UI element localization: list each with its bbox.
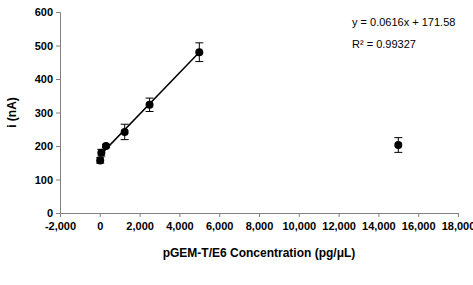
y-tick-label: 400 bbox=[35, 73, 53, 85]
x-axis-title: pGEM-T/E6 Concentration (pg/μL) bbox=[163, 246, 356, 260]
chart: -2,00002,0004,0006,0008,00010,00012,0001… bbox=[0, 0, 473, 285]
y-tick: 100 bbox=[35, 174, 60, 186]
x-tick: 2,000 bbox=[126, 213, 154, 232]
x-tick-label: 18,000 bbox=[442, 220, 473, 232]
error-bar-cap bbox=[121, 139, 129, 140]
y-tick: 500 bbox=[35, 40, 60, 52]
x-tick-label: 0 bbox=[97, 220, 103, 232]
x-tick: 14,000 bbox=[362, 213, 396, 232]
x-tick: 0 bbox=[97, 213, 103, 232]
trend-line bbox=[100, 52, 199, 155]
y-tick-mark bbox=[56, 180, 60, 181]
x-tick: 6,000 bbox=[206, 213, 234, 232]
error-bar-cap bbox=[121, 124, 129, 125]
y-tick-label: 100 bbox=[35, 174, 53, 186]
x-tick-label: 6,000 bbox=[206, 220, 234, 232]
y-tick-mark bbox=[56, 12, 60, 13]
y-tick: 600 bbox=[35, 6, 60, 18]
y-axis-line bbox=[56, 13, 61, 214]
x-tick-label: 10,000 bbox=[282, 220, 316, 232]
y-tick: 400 bbox=[35, 73, 60, 85]
x-tick: 8,000 bbox=[246, 213, 274, 232]
x-tick-mark bbox=[179, 213, 180, 217]
x-tick-mark bbox=[339, 213, 340, 217]
x-tick-mark bbox=[299, 213, 300, 217]
x-tick: 16,000 bbox=[402, 213, 436, 232]
x-tick: 18,000 bbox=[442, 213, 473, 232]
y-tick-label: 300 bbox=[35, 107, 53, 119]
y-tick-mark bbox=[56, 146, 60, 147]
annotation: R² = 0.99327 bbox=[352, 38, 416, 50]
plot: -2,00002,0004,0006,0008,00010,00012,0001… bbox=[35, 6, 473, 232]
y-tick-label: 500 bbox=[35, 40, 53, 52]
x-tick-mark bbox=[418, 213, 419, 217]
error-bar bbox=[195, 43, 203, 62]
y-axis: 0 100 200 300 400 500 600 bbox=[35, 6, 61, 219]
x-axis-line bbox=[61, 214, 459, 218]
y-tick-label: 600 bbox=[35, 6, 53, 18]
point bbox=[97, 149, 105, 157]
error-bar-cap bbox=[394, 152, 402, 153]
error-bar bbox=[394, 138, 402, 153]
x-tick-mark bbox=[140, 213, 141, 217]
y-tick: 200 bbox=[35, 140, 60, 152]
marks bbox=[96, 43, 402, 165]
x-tick-label: 8,000 bbox=[246, 220, 274, 232]
point bbox=[394, 141, 402, 149]
x-axis: -2,000 0 2,000 4,000 6,000 8,000 10,000 12,000 1… bbox=[45, 213, 473, 232]
error-bar-cap bbox=[394, 137, 402, 138]
y-axis-title: i (nA) bbox=[5, 97, 19, 128]
point bbox=[96, 156, 104, 164]
y-tick-label: 0 bbox=[47, 207, 53, 219]
x-tick-label: 4,000 bbox=[166, 220, 194, 232]
y-tick-mark bbox=[56, 113, 60, 114]
x-tick-mark bbox=[259, 213, 260, 217]
x-tick-label: 16,000 bbox=[402, 220, 436, 232]
x-tick-mark bbox=[458, 213, 459, 217]
error-bar-cap bbox=[146, 98, 154, 99]
y-tick-label: 200 bbox=[35, 140, 53, 152]
x-tick-label: 2,000 bbox=[126, 220, 154, 232]
y-tick: 300 bbox=[35, 107, 60, 119]
y-tick: 0 bbox=[47, 207, 60, 219]
x-tick-label: -2,000 bbox=[45, 220, 76, 232]
x-tick-mark bbox=[100, 213, 101, 217]
error-bar-cap bbox=[146, 111, 154, 112]
y-tick-mark bbox=[56, 213, 60, 214]
error-bar-cap bbox=[195, 61, 203, 62]
x-tick-label: 14,000 bbox=[362, 220, 396, 232]
x-tick-mark bbox=[219, 213, 220, 217]
x-tick: 12,000 bbox=[322, 213, 356, 232]
x-tick-mark bbox=[378, 213, 379, 217]
y-tick-mark bbox=[56, 46, 60, 47]
annotation: y = 0.0616x + 171.58 bbox=[352, 16, 455, 28]
error-bar-cap bbox=[195, 42, 203, 43]
x-tick-label: 12,000 bbox=[322, 220, 356, 232]
x-tick: 10,000 bbox=[282, 213, 316, 232]
y-tick-mark bbox=[56, 79, 60, 80]
x-tick: 4,000 bbox=[166, 213, 194, 232]
